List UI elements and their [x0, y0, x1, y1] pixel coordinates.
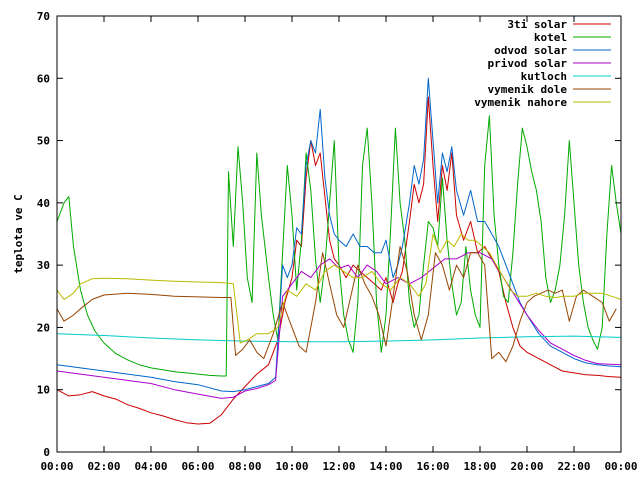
x-tick-label: 16:00: [416, 460, 449, 473]
y-tick-label: 20: [37, 321, 50, 334]
legend-label: vymenik nahore: [474, 96, 567, 109]
y-tick-label: 50: [37, 135, 50, 148]
x-tick-label: 00:00: [40, 460, 73, 473]
y-axis-label: teplota ve C: [12, 194, 25, 273]
series-line-privod-solar: [56, 252, 622, 399]
series-line-vymenik-nahore: [56, 233, 622, 344]
x-tick-label: 00:00: [604, 460, 637, 473]
x-tick-label: 12:00: [322, 460, 355, 473]
x-tick-label: 14:00: [369, 460, 402, 473]
x-tick-label: 20:00: [510, 460, 543, 473]
axis-ticks: 00:00 02:00 04:00 06:00 08:00 10:00 12:00 14:00…: [37, 10, 638, 473]
x-tick-label: 10:00: [275, 460, 308, 473]
series-line-kotel: [56, 115, 622, 377]
y-tick-label: 60: [37, 72, 50, 85]
series-layer: [56, 77, 622, 425]
x-tick-label: 02:00: [87, 460, 120, 473]
legend-label: kutloch: [521, 70, 567, 83]
x-tick-label: 06:00: [181, 460, 214, 473]
x-tick-label: 08:00: [228, 460, 261, 473]
series-line-vymenik-dole: [56, 246, 617, 363]
series-line-odvod-solar: [56, 77, 622, 393]
legend-label: 3ti solar: [507, 18, 567, 31]
legend-label: odvod solar: [494, 44, 567, 57]
y-tick-label: 10: [37, 384, 50, 397]
legend-label: kotel: [534, 31, 567, 44]
legend-label: privod solar: [488, 57, 568, 70]
x-tick-label: 04:00: [134, 460, 167, 473]
y-tick-label: 30: [37, 259, 50, 272]
y-tick-label: 70: [37, 10, 50, 23]
legend-label: vymenik dole: [488, 83, 568, 96]
x-tick-label: 22:00: [557, 460, 590, 473]
series-line-kutloch: [56, 333, 622, 343]
y-tick-label: 0: [43, 446, 50, 459]
y-tick-label: 40: [37, 197, 50, 210]
x-tick-label: 18:00: [463, 460, 496, 473]
